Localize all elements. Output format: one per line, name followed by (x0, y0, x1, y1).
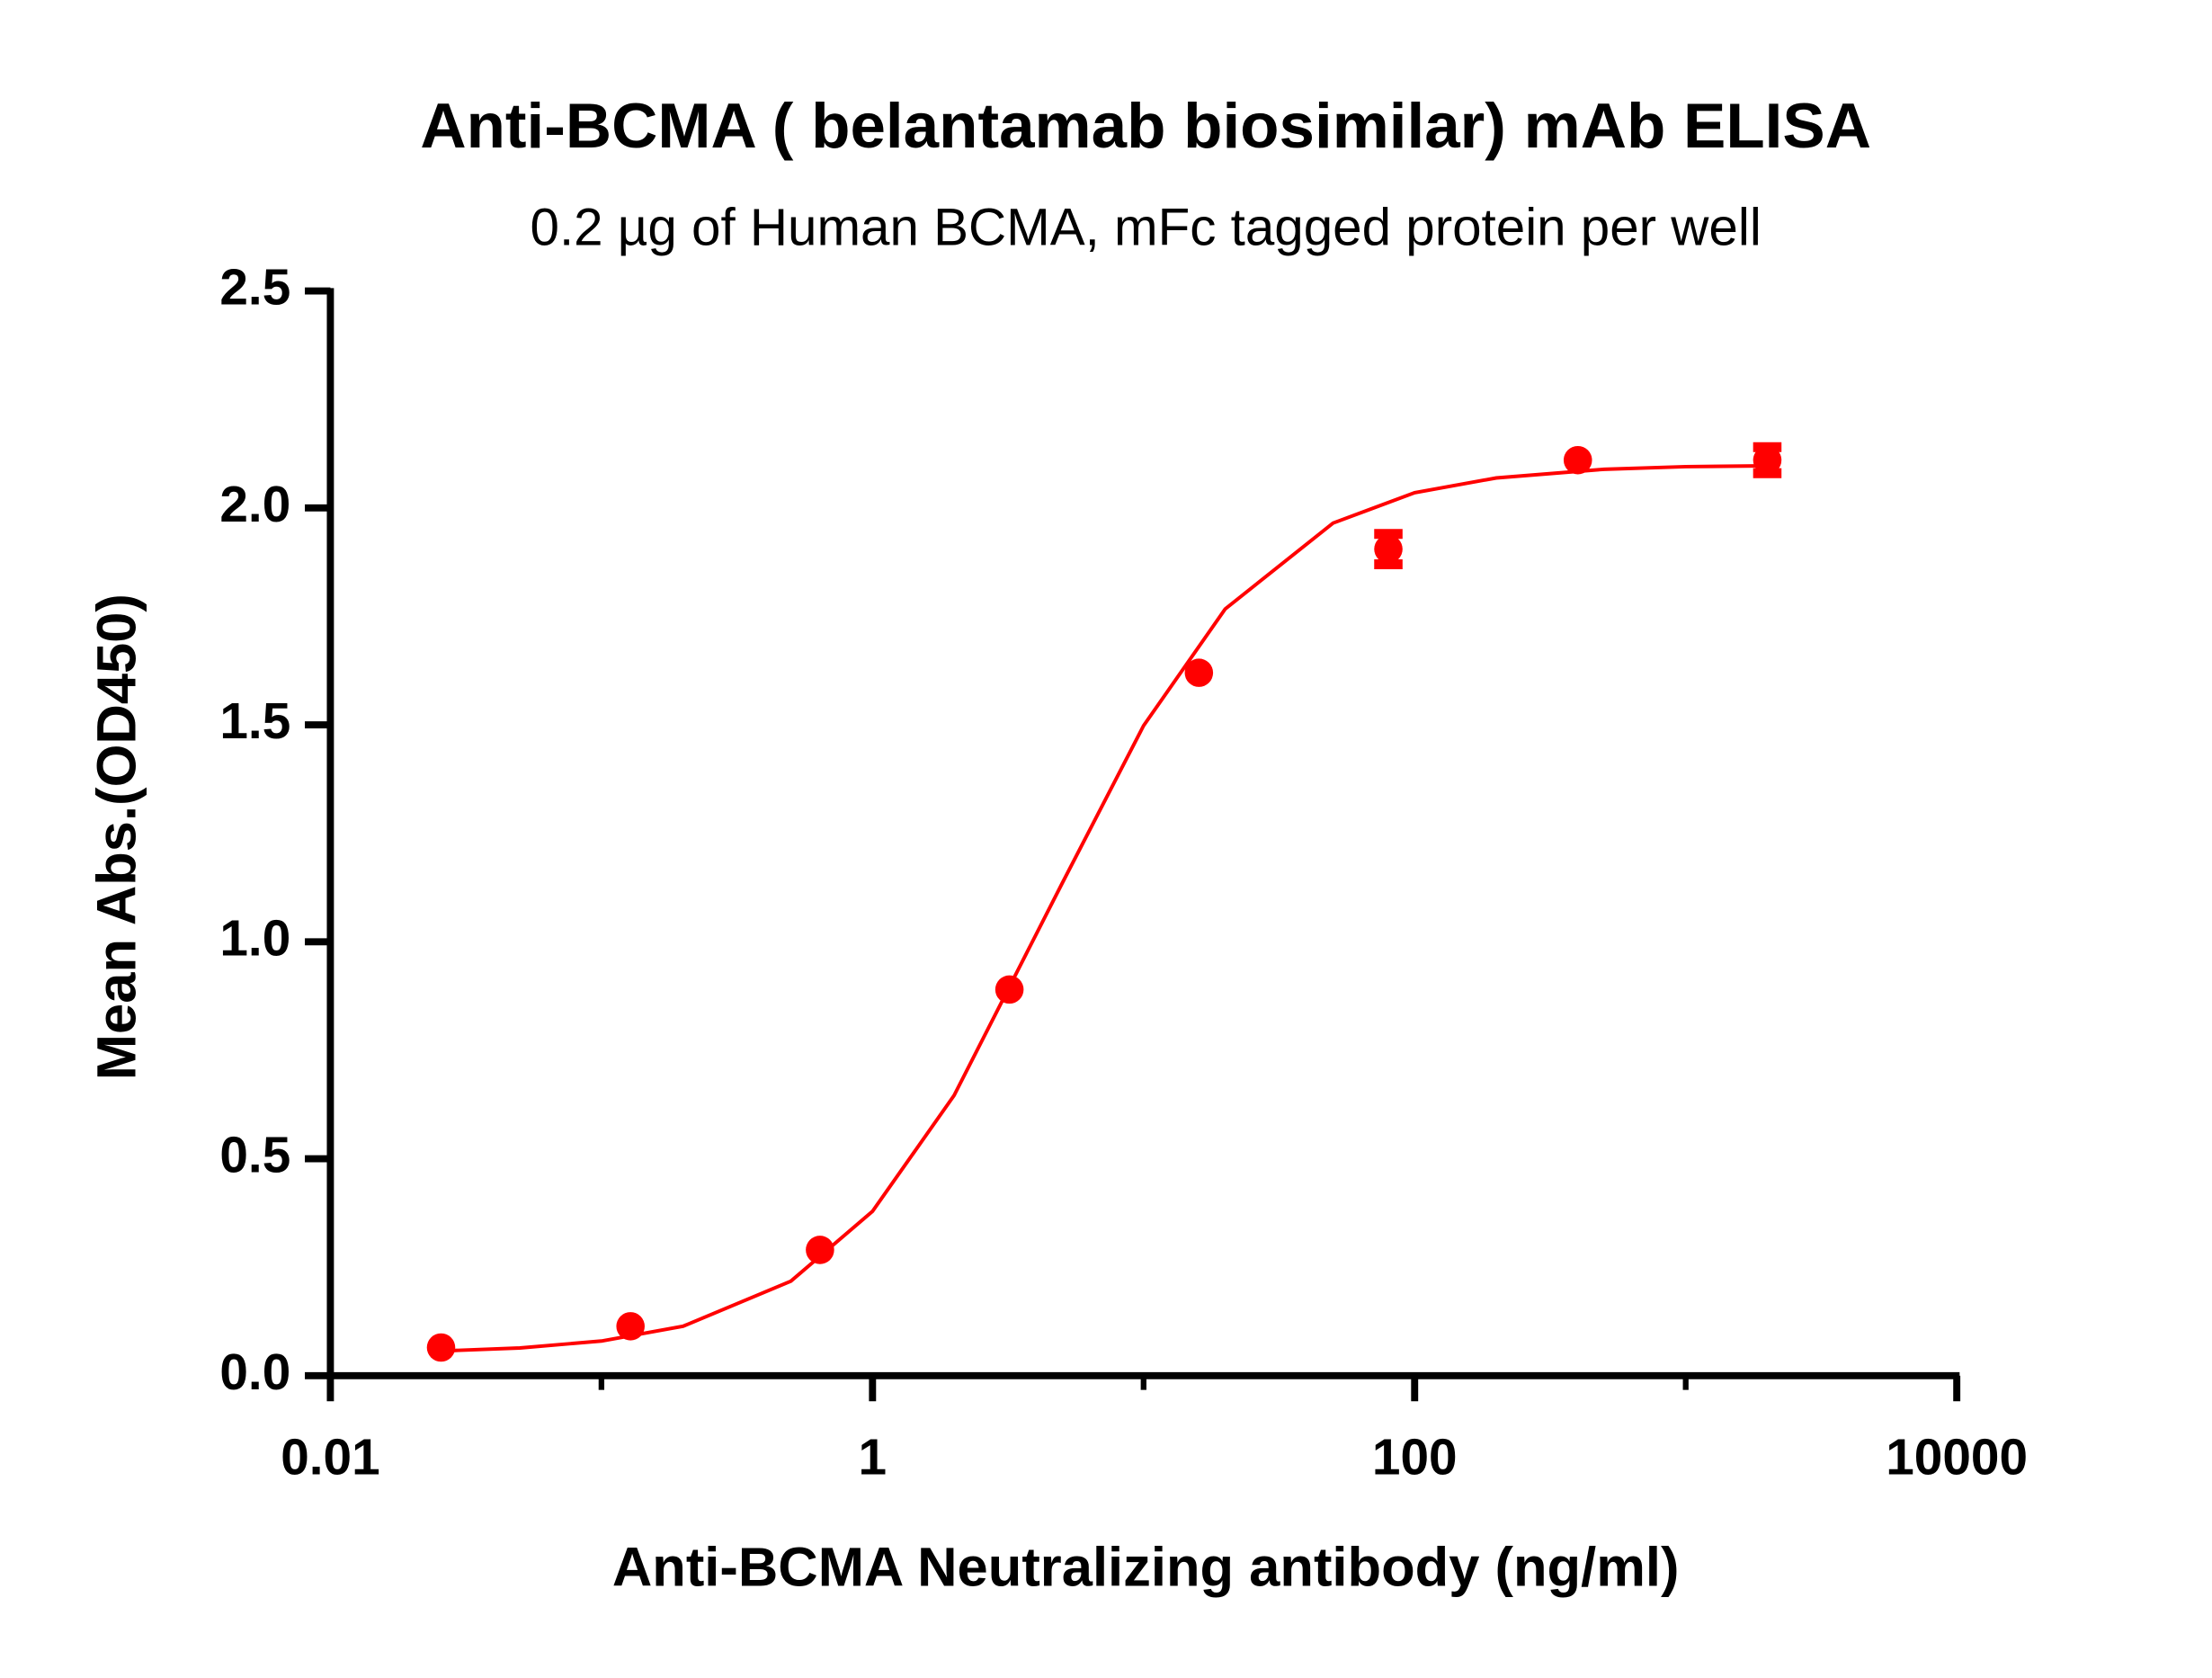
x-axis-title: Anti-BCMA Neutralizing antibody (ng/ml) (612, 1537, 1680, 1599)
data-point (806, 1236, 834, 1264)
data-point (1184, 658, 1214, 687)
data-point (1753, 445, 1782, 475)
x-tick-label: 100 (1372, 1429, 1458, 1486)
data-point (426, 1333, 456, 1362)
x-tick-label: 10000 (1886, 1429, 2028, 1486)
x-tick-label: 1 (859, 1429, 887, 1486)
chart-subtitle: 0.2 µg of Human BCMA, mFc tagged protein… (531, 199, 1762, 257)
y-tick-label: 1.5 (219, 693, 290, 750)
y-tick-label: 2.0 (219, 477, 290, 533)
x-tick-label: 0.01 (281, 1429, 379, 1486)
y-tick-label: 0.0 (219, 1344, 290, 1401)
data-point (995, 975, 1024, 1004)
y-axis-title: Mean Abs.(OD450) (85, 594, 147, 1080)
chart-title: Anti-BCMA ( belantamab biosimilar) mAb E… (420, 91, 1871, 162)
data-point (1563, 445, 1592, 475)
data-point (616, 1312, 645, 1341)
y-tick-label: 1.0 (219, 910, 290, 967)
y-tick-label: 2.5 (219, 260, 290, 317)
fit-curve (441, 464, 1768, 1353)
data-point (1374, 534, 1403, 564)
y-tick-label: 0.5 (219, 1128, 290, 1184)
